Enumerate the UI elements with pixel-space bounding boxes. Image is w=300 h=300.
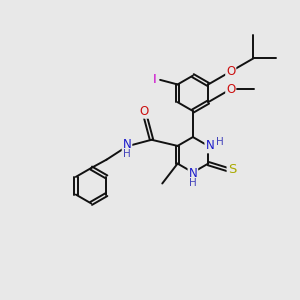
Text: H: H [123, 149, 131, 160]
Text: N: N [123, 138, 131, 151]
Text: O: O [139, 105, 148, 118]
Text: H: H [189, 178, 197, 188]
Text: H: H [216, 137, 224, 147]
Text: N: N [188, 167, 197, 181]
Text: O: O [226, 82, 236, 96]
Text: N: N [206, 140, 214, 152]
Text: O: O [226, 65, 236, 78]
Text: S: S [228, 163, 236, 176]
Text: I: I [153, 74, 157, 86]
